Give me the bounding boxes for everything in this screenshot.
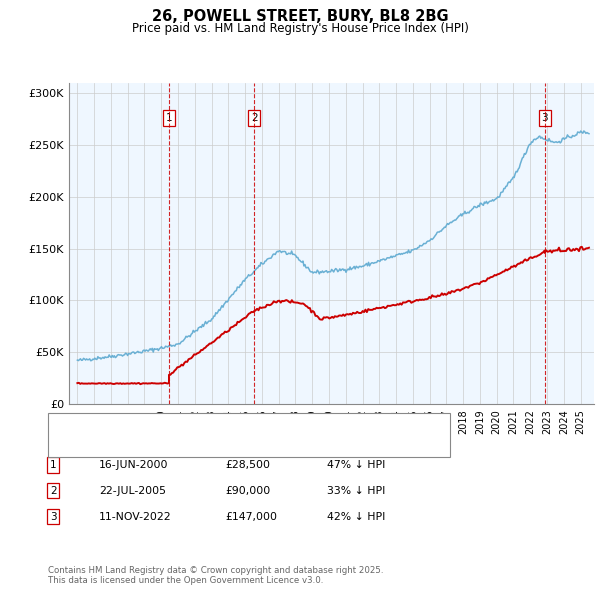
Text: 16-JUN-2000: 16-JUN-2000 [99, 460, 169, 470]
Text: ——: —— [55, 418, 80, 431]
Text: 26, POWELL STREET, BURY, BL8 2BG (semi-detached house): 26, POWELL STREET, BURY, BL8 2BG (semi-d… [80, 420, 381, 430]
Text: 42% ↓ HPI: 42% ↓ HPI [327, 512, 385, 522]
Text: 3: 3 [541, 113, 548, 123]
Text: 2: 2 [50, 486, 57, 496]
Text: 11-NOV-2022: 11-NOV-2022 [99, 512, 172, 522]
Text: 1: 1 [166, 113, 172, 123]
Bar [169, 83, 254, 404]
Text: £90,000: £90,000 [225, 486, 270, 496]
Text: 1: 1 [50, 460, 57, 470]
Bar [545, 83, 594, 404]
Text: Contains HM Land Registry data © Crown copyright and database right 2025.
This d: Contains HM Land Registry data © Crown c… [48, 566, 383, 585]
Bar [254, 83, 545, 404]
Text: ——: —— [55, 439, 80, 452]
Text: 26, POWELL STREET, BURY, BL8 2BG: 26, POWELL STREET, BURY, BL8 2BG [152, 9, 448, 24]
Bar [69, 83, 169, 404]
Text: 3: 3 [50, 512, 57, 522]
Text: 33% ↓ HPI: 33% ↓ HPI [327, 486, 385, 496]
Text: 47% ↓ HPI: 47% ↓ HPI [327, 460, 385, 470]
Text: 22-JUL-2005: 22-JUL-2005 [99, 486, 166, 496]
Text: HPI: Average price, semi-detached house, Bury: HPI: Average price, semi-detached house,… [80, 440, 316, 450]
Text: £147,000: £147,000 [225, 512, 277, 522]
Text: 2: 2 [251, 113, 257, 123]
Text: Price paid vs. HM Land Registry's House Price Index (HPI): Price paid vs. HM Land Registry's House … [131, 22, 469, 35]
Text: £28,500: £28,500 [225, 460, 270, 470]
